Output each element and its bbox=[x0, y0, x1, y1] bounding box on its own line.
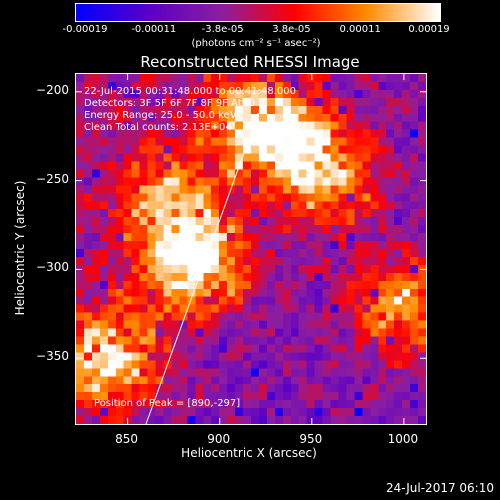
chart-title: Reconstructed RHESSI Image bbox=[140, 53, 360, 71]
colorbar-tick-label: 3.8e-05 bbox=[272, 24, 311, 35]
annotation-time: 22-Jul-2015 00:31:48.000 to 00:41:48.000 bbox=[84, 86, 296, 97]
colorbar-tick-label: -0.00011 bbox=[131, 24, 177, 35]
annotation-energy: Energy Range: 25.0 - 50.0 keV bbox=[84, 110, 237, 121]
y-axis-label: Heliocentric Y (arcsec) bbox=[13, 180, 27, 316]
limb-line bbox=[145, 112, 259, 424]
x-tick-label: 950 bbox=[299, 432, 323, 446]
y-tick-label: −250 bbox=[36, 171, 69, 186]
plot-area: 22-Jul-2015 00:31:48.000 to 00:41:48.000… bbox=[75, 73, 427, 425]
y-tick-label: −300 bbox=[36, 260, 69, 275]
x-tick-label: 900 bbox=[207, 432, 231, 446]
footer-timestamp: 24-Jul-2017 06:10 bbox=[385, 481, 494, 495]
x-tick-label: 850 bbox=[115, 432, 139, 446]
colorbar-tick-label: -0.00019 bbox=[62, 24, 108, 35]
x-tick-label: 1000 bbox=[387, 432, 419, 446]
y-tick-label: −350 bbox=[36, 349, 69, 364]
colorbar bbox=[75, 3, 441, 22]
plot-overlay bbox=[76, 74, 426, 424]
x-axis-label: Heliocentric X (arcsec) bbox=[181, 446, 317, 460]
annotation-detectors: Detectors: 3F 5F 6F 7F 8F 9F Att 0 bbox=[84, 98, 256, 109]
annotation-peak: Position of Peak = [890,-297] bbox=[94, 398, 241, 409]
colorbar-tick-label: -3.8e-05 bbox=[201, 24, 244, 35]
colorbar-tick-label: 0.00011 bbox=[339, 24, 381, 35]
y-tick-label: −200 bbox=[36, 82, 69, 97]
annotation-clean: Clean Total counts: 2.13E+04 bbox=[84, 122, 232, 133]
colorbar-units: (photons cm⁻² s⁻¹ asec⁻²) bbox=[191, 38, 321, 49]
colorbar-tick-label: 0.00019 bbox=[408, 24, 450, 35]
